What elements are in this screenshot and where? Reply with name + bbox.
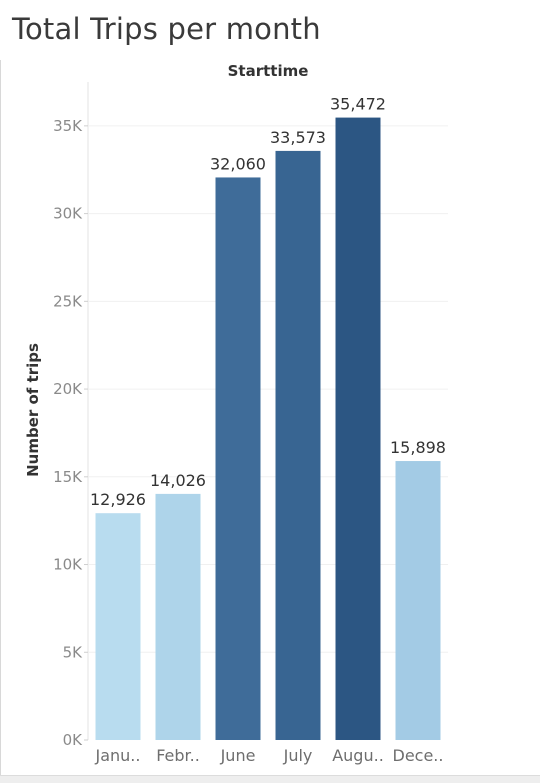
chart-title: Total Trips per month bbox=[12, 12, 321, 46]
x-category-label: Febr.. bbox=[156, 746, 200, 765]
bar-value-label: 14,026 bbox=[150, 471, 206, 490]
bar bbox=[95, 513, 141, 740]
y-tick-label: 20K bbox=[53, 380, 83, 398]
x-category-label: July bbox=[283, 746, 313, 765]
x-category-label: Dece.. bbox=[393, 746, 444, 765]
y-tick-label: 15K bbox=[53, 468, 83, 486]
y-tick-label: 0K bbox=[63, 731, 84, 749]
x-category-label: Janu.. bbox=[95, 746, 141, 765]
bar-value-label: 32,060 bbox=[210, 154, 266, 173]
panel-border bbox=[0, 60, 1, 776]
bar bbox=[215, 177, 261, 741]
bar bbox=[275, 150, 321, 740]
bar bbox=[335, 117, 381, 740]
bar bbox=[395, 461, 441, 740]
x-category-label: Augu.. bbox=[332, 746, 384, 765]
y-tick-label: 25K bbox=[53, 292, 83, 310]
y-tick-label: 35K bbox=[53, 117, 83, 135]
bottom-scroll-strip bbox=[0, 775, 540, 783]
y-tick-label: 10K bbox=[53, 556, 83, 574]
bar bbox=[155, 493, 201, 740]
bar-value-label: 35,472 bbox=[330, 95, 386, 114]
y-tick-label: 30K bbox=[53, 205, 83, 223]
x-category-label: June bbox=[220, 746, 256, 765]
bar-value-label: 33,573 bbox=[270, 128, 326, 147]
bar-value-label: 12,926 bbox=[90, 490, 146, 509]
column-header: Starttime bbox=[227, 62, 309, 80]
bar-value-label: 15,898 bbox=[390, 438, 446, 457]
y-tick-label: 5K bbox=[63, 643, 84, 661]
